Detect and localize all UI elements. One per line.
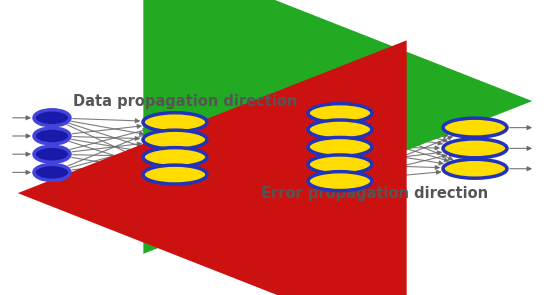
Ellipse shape [443, 159, 507, 178]
Ellipse shape [308, 172, 372, 191]
Ellipse shape [308, 104, 372, 122]
Ellipse shape [34, 110, 70, 126]
Ellipse shape [34, 164, 70, 180]
Ellipse shape [443, 118, 507, 137]
Ellipse shape [34, 146, 70, 162]
Ellipse shape [308, 155, 372, 174]
Ellipse shape [143, 148, 207, 167]
Text: Error propagation direction: Error propagation direction [261, 186, 488, 201]
Ellipse shape [143, 165, 207, 184]
Ellipse shape [308, 137, 372, 156]
Ellipse shape [143, 113, 207, 132]
Ellipse shape [308, 120, 372, 139]
Ellipse shape [34, 128, 70, 144]
Text: Data propagation direction: Data propagation direction [73, 94, 297, 109]
Ellipse shape [443, 139, 507, 158]
Ellipse shape [143, 130, 207, 149]
